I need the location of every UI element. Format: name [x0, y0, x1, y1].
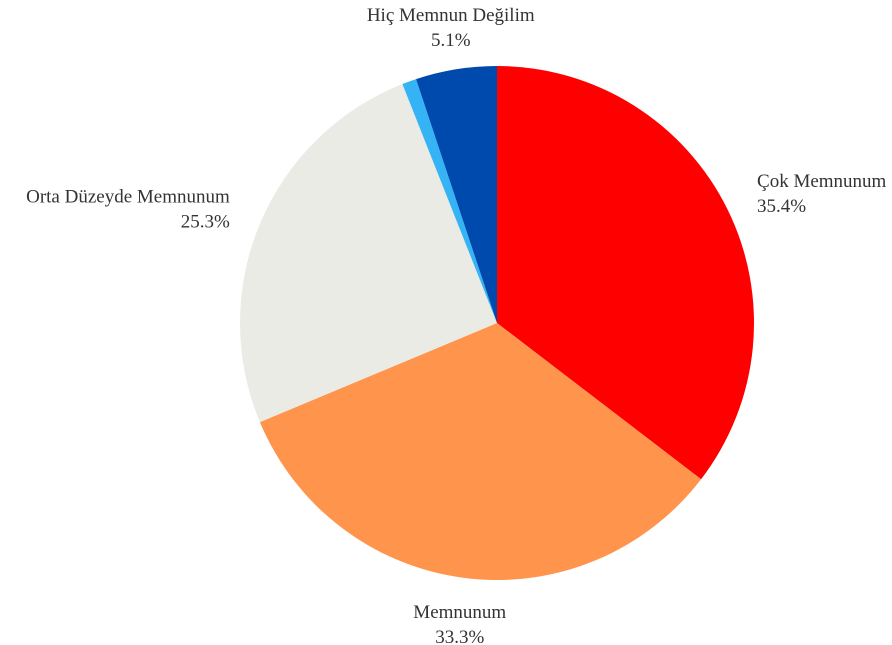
slice-label: Memnunum [413, 602, 506, 623]
slice-value-label: 25.3% [181, 212, 230, 233]
pie-slice [239, 84, 497, 423]
pie-slice [497, 66, 754, 480]
slice-value-label: 33.3% [435, 627, 484, 645]
pie-slice [416, 66, 497, 323]
slice-value-label: 35.4% [757, 196, 806, 217]
slice-value-label: 5.1% [431, 30, 471, 51]
pie-slice [259, 323, 702, 580]
slice-label: Çok Memnunum [757, 171, 887, 192]
pie-slice [402, 79, 497, 323]
slice-label: Hiç Memnun Değilim [367, 5, 535, 26]
slice-label: Orta Düzeyde Memnunum [26, 187, 230, 208]
